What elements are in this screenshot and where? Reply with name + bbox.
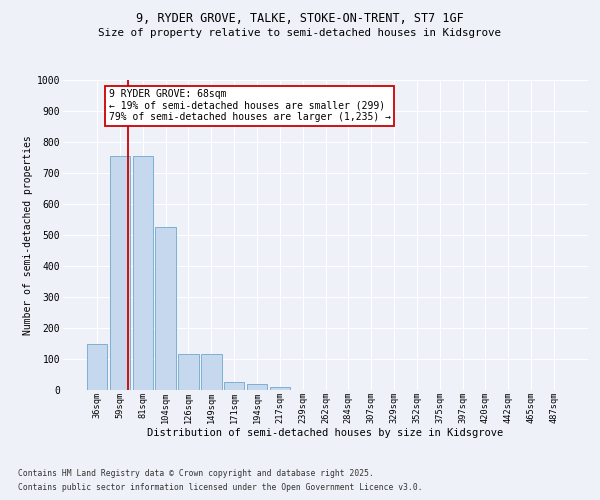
Bar <box>201 354 221 390</box>
X-axis label: Distribution of semi-detached houses by size in Kidsgrove: Distribution of semi-detached houses by … <box>148 428 503 438</box>
Bar <box>178 354 199 390</box>
Bar <box>155 227 176 390</box>
Text: Contains public sector information licensed under the Open Government Licence v3: Contains public sector information licen… <box>18 484 422 492</box>
Bar <box>269 387 290 390</box>
Text: 9, RYDER GROVE, TALKE, STOKE-ON-TRENT, ST7 1GF: 9, RYDER GROVE, TALKE, STOKE-ON-TRENT, S… <box>136 12 464 26</box>
Bar <box>110 156 130 390</box>
Bar <box>247 384 267 390</box>
Y-axis label: Number of semi-detached properties: Number of semi-detached properties <box>23 135 32 335</box>
Bar <box>224 382 244 390</box>
Text: 9 RYDER GROVE: 68sqm
← 19% of semi-detached houses are smaller (299)
79% of semi: 9 RYDER GROVE: 68sqm ← 19% of semi-detac… <box>109 90 391 122</box>
Text: Contains HM Land Registry data © Crown copyright and database right 2025.: Contains HM Land Registry data © Crown c… <box>18 468 374 477</box>
Bar <box>133 156 153 390</box>
Bar <box>87 344 107 390</box>
Text: Size of property relative to semi-detached houses in Kidsgrove: Size of property relative to semi-detach… <box>98 28 502 38</box>
